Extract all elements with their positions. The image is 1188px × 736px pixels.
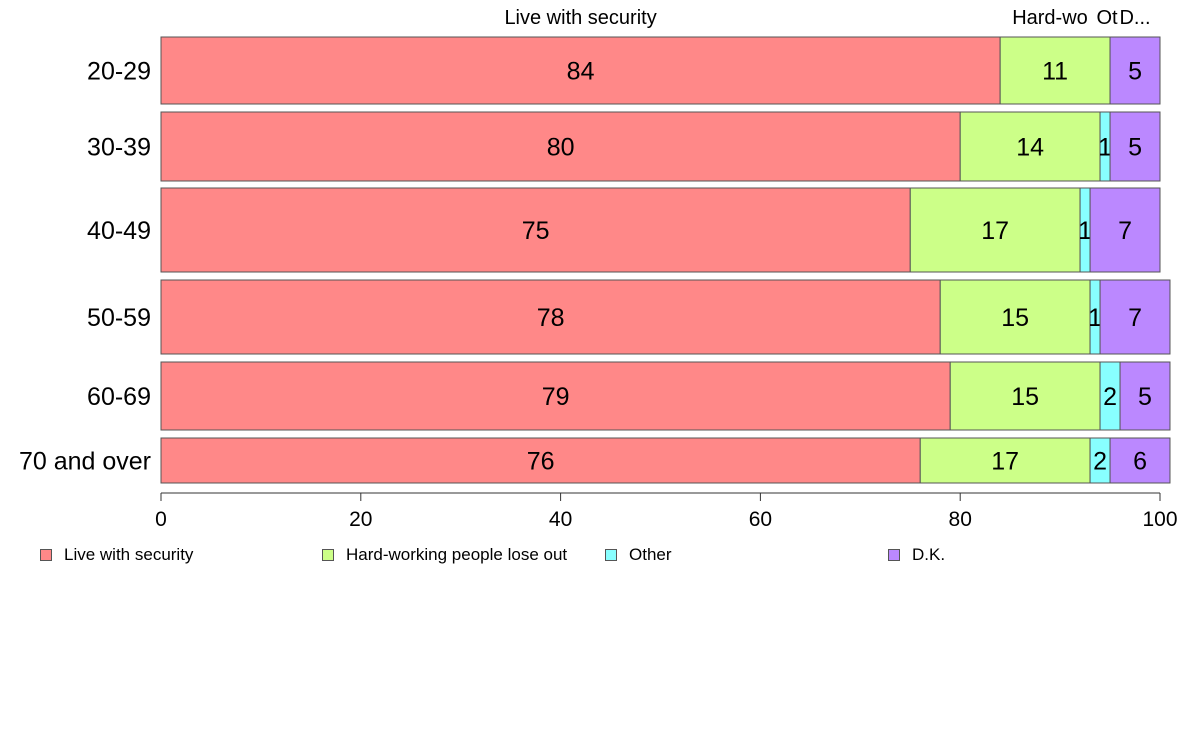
data-label: 79 [542, 383, 570, 411]
bar-segment [160, 36, 1001, 105]
x-tick-label: 80 [949, 508, 972, 531]
data-label: 2 [1093, 448, 1107, 476]
data-label: 75 [522, 217, 550, 245]
data-label: 7 [1128, 304, 1142, 332]
bar-segment [939, 279, 1091, 355]
x-tick-label: 0 [155, 508, 167, 531]
bar-segment [909, 187, 1081, 273]
top-series-label: D... [1119, 7, 1150, 29]
bar-segment [949, 361, 1101, 431]
top-series-label: Live with security [504, 7, 656, 29]
data-label: 15 [1001, 304, 1029, 332]
bar-segment [1119, 361, 1171, 431]
legend-label: Live with security [64, 545, 194, 564]
category-label: 60-69 [87, 383, 151, 411]
data-label: 78 [537, 304, 565, 332]
bar-segment [160, 361, 951, 431]
legend-item: Live with security [40, 545, 193, 565]
legend-swatch [322, 549, 334, 561]
bar-segment [160, 111, 961, 182]
legend-swatch [888, 549, 900, 561]
bar-segment [160, 279, 941, 355]
data-label: 1 [1078, 217, 1092, 245]
data-label: 5 [1138, 383, 1152, 411]
bar-segment [1099, 279, 1171, 355]
bar-segment [1109, 437, 1171, 484]
data-label: 17 [981, 217, 1009, 245]
bar-segment [1109, 111, 1161, 182]
legend-swatch [40, 549, 52, 561]
legend-label: Other [629, 545, 672, 564]
bar-segment [1109, 36, 1161, 105]
bar-segment [1089, 187, 1161, 273]
data-label: 1 [1088, 304, 1102, 332]
data-label: 5 [1128, 134, 1142, 162]
x-tick-label: 40 [549, 508, 572, 531]
x-tick-label: 100 [1142, 508, 1177, 531]
category-label: 50-59 [87, 304, 151, 332]
category-label: 40-49 [87, 217, 151, 245]
data-label: 2 [1103, 383, 1117, 411]
data-label: 11 [1042, 58, 1068, 86]
data-label: 84 [567, 58, 595, 86]
bar-segment [959, 111, 1101, 182]
data-label: 15 [1011, 383, 1039, 411]
bar-segment [999, 36, 1111, 105]
x-tick-label: 20 [349, 508, 372, 531]
legend-item: Other [605, 545, 672, 565]
data-label: 7 [1118, 217, 1132, 245]
x-tick-label: 60 [749, 508, 772, 531]
stacked-bar-chart: Live with security Hard-wo Ot D...20-29 84 11… [19, 7, 1178, 531]
legend: Live with security Hard-working people lo… [0, 545, 1188, 569]
legend-item: Hard-working people lose out [322, 545, 567, 565]
legend-swatch [605, 549, 617, 561]
bar-segment [160, 187, 911, 273]
legend-label: D.K. [912, 545, 946, 564]
category-label: 30-39 [87, 134, 151, 162]
bar-segment [160, 437, 921, 484]
top-series-label: Ot [1096, 7, 1118, 29]
data-label: 6 [1133, 448, 1147, 476]
category-label: 20-29 [87, 58, 151, 86]
legend-label: Hard-working people lose out [346, 545, 568, 564]
category-label: 70 and over [19, 448, 151, 476]
bar-segment [919, 437, 1091, 484]
data-label: 14 [1016, 134, 1044, 162]
data-label: 5 [1128, 58, 1142, 86]
data-label: 1 [1098, 134, 1112, 162]
data-label: 17 [991, 448, 1019, 476]
legend-item: D.K. [888, 545, 945, 565]
data-label: 76 [527, 448, 555, 476]
top-series-label: Hard-wo [1012, 7, 1088, 29]
data-label: 80 [547, 134, 575, 162]
